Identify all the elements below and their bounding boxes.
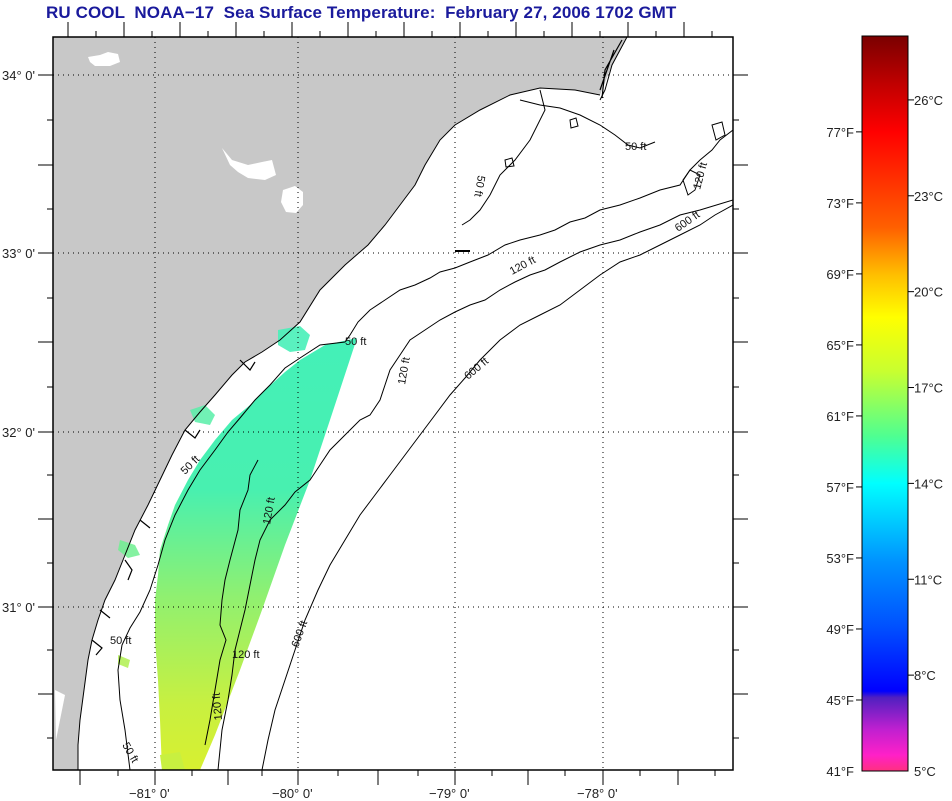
sst-patch bbox=[190, 405, 215, 425]
colorbar-label-fahrenheit: 57°F bbox=[826, 480, 854, 495]
colorbar-label-fahrenheit: 45°F bbox=[826, 693, 854, 708]
latitude-label: 32° 0' bbox=[2, 425, 35, 440]
contour-label: 120 ft bbox=[232, 649, 260, 661]
land-mass bbox=[53, 37, 627, 770]
colorbar-label-celsius: 8°C bbox=[914, 668, 936, 683]
contour-50ft bbox=[117, 129, 733, 770]
land-gap bbox=[88, 52, 120, 66]
sst-patch bbox=[118, 655, 130, 668]
longitude-label: −81° 0' bbox=[129, 786, 170, 801]
longitude-label: −80° 0' bbox=[272, 786, 313, 801]
colorbar: 26°C 23°C 20°C 17°C 14°C 11°C 8°C 5°C 77°F 73°F 69… bbox=[826, 35, 943, 779]
contour-label: 120 ft bbox=[261, 496, 278, 525]
colorbar-label-celsius: 20°C bbox=[914, 285, 943, 300]
sst-patch bbox=[278, 326, 310, 352]
colorbar-label-fahrenheit: 73°F bbox=[826, 196, 854, 211]
colorbar-label-fahrenheit: 65°F bbox=[826, 338, 854, 353]
colorbar-bar bbox=[861, 35, 909, 772]
colorbar-label-fahrenheit: 77°F bbox=[826, 125, 854, 140]
contour-small bbox=[504, 117, 726, 196]
colorbar-label-fahrenheit: 61°F bbox=[826, 409, 854, 424]
colorbar-label-celsius: 11°C bbox=[914, 572, 942, 587]
longitude-label: −79° 0' bbox=[429, 786, 470, 801]
contour-label: 120 ft bbox=[396, 356, 413, 385]
sst-patch bbox=[160, 752, 185, 770]
colorbar-label-celsius: 26°C bbox=[914, 93, 943, 108]
colorbar-label-celsius: 17°C bbox=[914, 381, 943, 396]
contour-label: 50 ft bbox=[345, 336, 366, 348]
land-gap bbox=[55, 690, 65, 740]
sea-islands bbox=[91, 39, 623, 656]
contour-50ft bbox=[461, 89, 546, 226]
sst-patch bbox=[118, 540, 140, 558]
colorbar-label-fahrenheit: 41°F bbox=[826, 764, 854, 779]
colorbar-label-celsius: 23°C bbox=[914, 189, 943, 204]
colorbar-label-celsius: 14°C bbox=[914, 476, 943, 491]
longitude-label: −78° 0' bbox=[577, 786, 618, 801]
contour-label: 120 ft bbox=[211, 692, 225, 720]
colorbar-label-fahrenheit: 69°F bbox=[826, 267, 854, 282]
contour-120ft bbox=[217, 199, 733, 770]
axis-ticks bbox=[38, 22, 748, 785]
colorbar-label-fahrenheit: 53°F bbox=[826, 551, 854, 566]
contour-600ft bbox=[261, 204, 733, 770]
map-frame bbox=[52, 36, 734, 771]
contour-50ft bbox=[519, 99, 656, 149]
colorbar-label-fahrenheit: 49°F bbox=[826, 622, 854, 637]
land-gap bbox=[222, 148, 276, 180]
colorbar-label-celsius: 5°C bbox=[914, 764, 936, 779]
latitude-label: 31° 0' bbox=[2, 600, 35, 615]
contour-label: 50 ft bbox=[471, 174, 487, 197]
latitude-label: 34° 0' bbox=[2, 68, 35, 83]
colorbar-ticks: 26°C 23°C 20°C 17°C 14°C 11°C 8°C 5°C 77°F 73°F 69… bbox=[826, 93, 943, 779]
map-area[interactable]: 50 ft 50 ft 50 ft 50 ft 50 ft 50 ft 120 … bbox=[53, 37, 733, 770]
latitude-label: 33° 0' bbox=[2, 246, 35, 261]
map-title: RU COOL NOAA−17 Sea Surface Temperature:… bbox=[46, 3, 677, 22]
contour-label: 50 ft bbox=[110, 635, 131, 647]
graticule bbox=[53, 37, 733, 770]
contour-120ft bbox=[204, 459, 259, 746]
contour-label: 50 ft bbox=[625, 141, 646, 153]
